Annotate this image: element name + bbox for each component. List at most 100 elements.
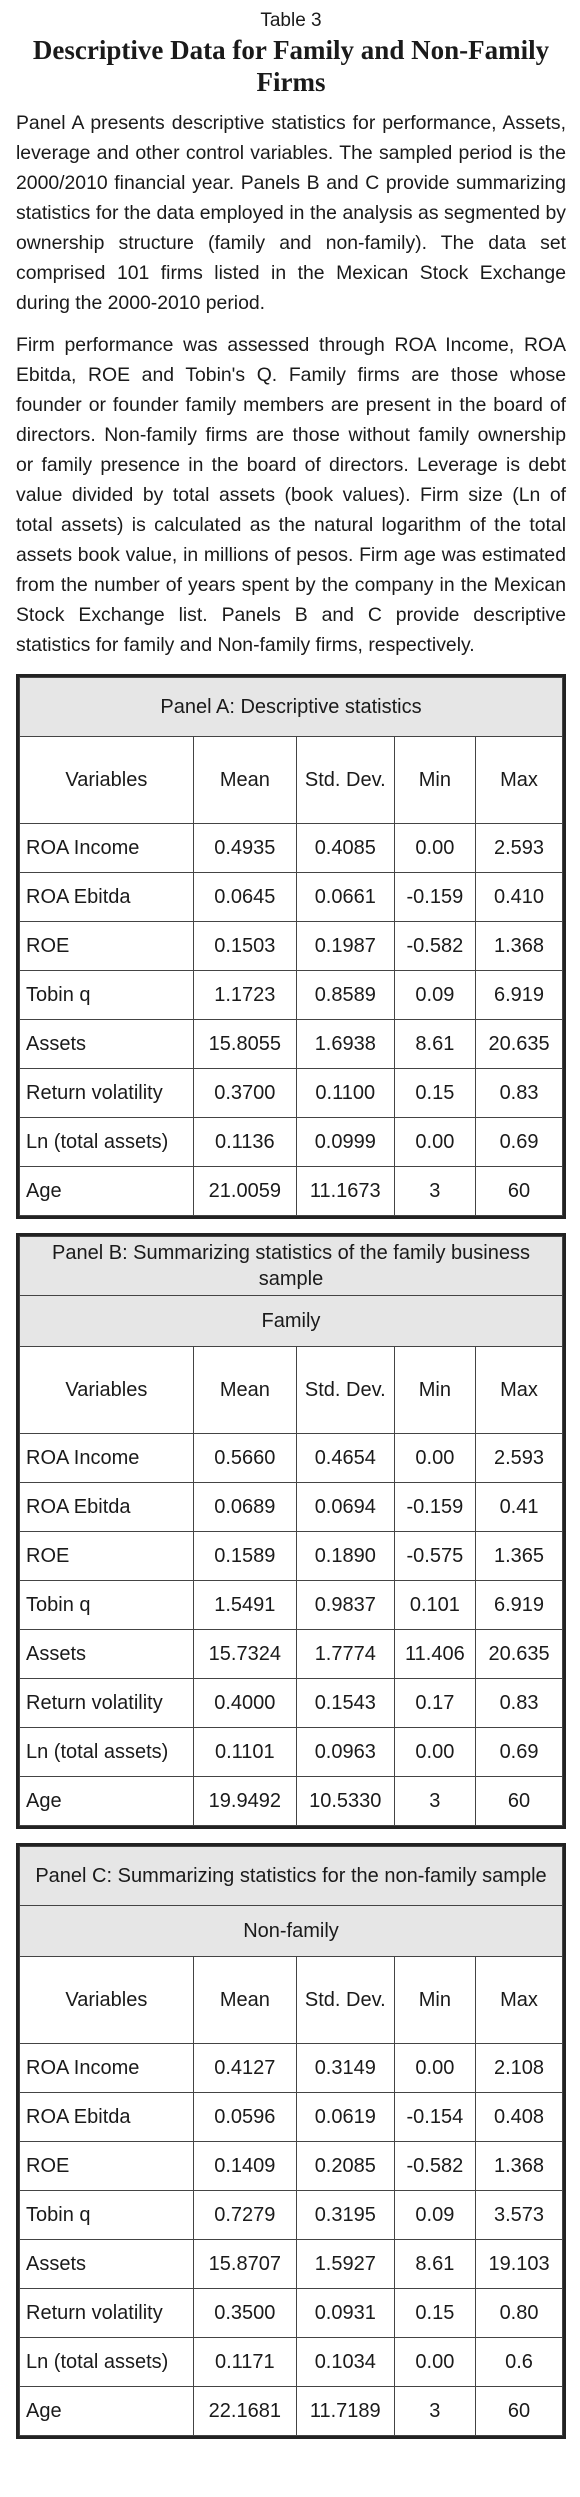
cell-value: 6.919 bbox=[475, 1580, 563, 1630]
cell-value: 60 bbox=[475, 2386, 563, 2436]
cell-value: 0.0963 bbox=[295, 1727, 395, 1777]
variable-name: ROA Ebitda bbox=[19, 872, 194, 922]
cell-value: 22.1681 bbox=[192, 2386, 297, 2436]
cell-value: 0.4000 bbox=[192, 1678, 297, 1728]
data-row: Return volatility 0.3500 0.0931 0.15 0.80 bbox=[19, 2288, 563, 2338]
cell-value: 0.1503 bbox=[192, 921, 297, 971]
cell-value: 0.2085 bbox=[295, 2141, 395, 2191]
data-row: ROA Income 0.4935 0.4085 0.00 2.593 bbox=[19, 823, 563, 873]
cell-value: 1.5491 bbox=[192, 1580, 297, 1630]
variable-name: ROA Income bbox=[19, 2043, 194, 2093]
cell-value: -0.159 bbox=[393, 1482, 477, 1532]
cell-value: 0.4127 bbox=[192, 2043, 297, 2093]
cell-value: 0.1589 bbox=[192, 1531, 297, 1581]
data-row: Ln (total assets) 0.1136 0.0999 0.00 0.69 bbox=[19, 1117, 563, 1167]
cell-value: 2.593 bbox=[475, 1433, 563, 1483]
cell-value: 15.8055 bbox=[192, 1019, 297, 1069]
data-row: Age 22.1681 11.7189 3 60 bbox=[19, 2386, 563, 2436]
variable-name: ROA Ebitda bbox=[19, 2092, 194, 2142]
panel: Panel B: Summarizing statistics of the f… bbox=[16, 1233, 566, 1829]
cell-value: 0.9837 bbox=[295, 1580, 395, 1630]
data-row: Tobin q 0.7279 0.3195 0.09 3.573 bbox=[19, 2190, 563, 2240]
cell-value: 15.8707 bbox=[192, 2239, 297, 2289]
panel: Panel C: Summarizing statistics for the … bbox=[16, 1843, 566, 2439]
cell-value: -0.575 bbox=[393, 1531, 477, 1581]
cell-value: 1.5927 bbox=[295, 2239, 395, 2289]
column-header: Max bbox=[475, 1346, 563, 1434]
cell-value: 0.15 bbox=[393, 2288, 477, 2338]
cell-value: 0.4085 bbox=[295, 823, 395, 873]
variable-name: Assets bbox=[19, 2239, 194, 2289]
cell-value: 0.410 bbox=[475, 872, 563, 922]
column-header: Max bbox=[475, 1956, 563, 2044]
data-row: ROA Income 0.4127 0.3149 0.00 2.108 bbox=[19, 2043, 563, 2093]
cell-value: 0.3700 bbox=[192, 1068, 297, 1118]
cell-value: 0.3500 bbox=[192, 2288, 297, 2338]
cell-value: 3 bbox=[393, 2386, 477, 2436]
cell-value: 0.0694 bbox=[295, 1482, 395, 1532]
paragraph: Firm performance was assessed through RO… bbox=[16, 334, 566, 656]
cell-value: 0.83 bbox=[475, 1678, 563, 1728]
column-header: Min bbox=[393, 736, 477, 824]
variable-name: Age bbox=[19, 1166, 194, 1216]
cell-value: 19.9492 bbox=[192, 1776, 297, 1826]
variable-name: ROE bbox=[19, 1531, 194, 1581]
data-row: Assets 15.8055 1.6938 8.61 20.635 bbox=[19, 1019, 563, 1069]
cell-value: 0.4654 bbox=[295, 1433, 395, 1483]
header-row: Variables Mean Std. Dev. Min Max bbox=[19, 736, 563, 824]
cell-value: 0.7279 bbox=[192, 2190, 297, 2240]
cell-value: 1.7774 bbox=[295, 1629, 395, 1679]
cell-value: 0.1890 bbox=[295, 1531, 395, 1581]
paragraph: Panel A presents descriptive statistics … bbox=[16, 112, 566, 314]
cell-value: 0.00 bbox=[393, 1433, 477, 1483]
cell-value: 0.8589 bbox=[295, 970, 395, 1020]
panel-title: Panel C: Summarizing statistics for the … bbox=[19, 1846, 563, 1906]
data-row: Ln (total assets) 0.1171 0.1034 0.00 0.6 bbox=[19, 2337, 563, 2387]
data-row: Return volatility 0.3700 0.1100 0.15 0.83 bbox=[19, 1068, 563, 1118]
cell-value: 0.00 bbox=[393, 2337, 477, 2387]
cell-value: 0.00 bbox=[393, 823, 477, 873]
cell-value: 0.09 bbox=[393, 970, 477, 1020]
panel-title: Panel A: Descriptive statistics bbox=[19, 677, 563, 737]
cell-value: 20.635 bbox=[475, 1019, 563, 1069]
cell-value: 60 bbox=[475, 1776, 563, 1826]
cell-value: 0.1543 bbox=[295, 1678, 395, 1728]
cell-value: 0.1034 bbox=[295, 2337, 395, 2387]
cell-value: 8.61 bbox=[393, 1019, 477, 1069]
data-row: Ln (total assets) 0.1101 0.0963 0.00 0.69 bbox=[19, 1727, 563, 1777]
column-header: Std. Dev. bbox=[295, 736, 395, 824]
panel-subtitle: Family bbox=[19, 1295, 563, 1347]
panel-title-row: Panel C: Summarizing statistics for the … bbox=[19, 1846, 563, 1906]
cell-value: 2.593 bbox=[475, 823, 563, 873]
cell-value: 0.0596 bbox=[192, 2092, 297, 2142]
cell-value: 0.5660 bbox=[192, 1433, 297, 1483]
cell-value: 0.1987 bbox=[295, 921, 395, 971]
data-row: Assets 15.8707 1.5927 8.61 19.103 bbox=[19, 2239, 563, 2289]
column-header: Mean bbox=[192, 1956, 297, 2044]
cell-value: 0.69 bbox=[475, 1117, 563, 1167]
cell-value: 0.83 bbox=[475, 1068, 563, 1118]
cell-value: 0.4935 bbox=[192, 823, 297, 873]
header-row: Variables Mean Std. Dev. Min Max bbox=[19, 1956, 563, 2044]
header-row: Variables Mean Std. Dev. Min Max bbox=[19, 1346, 563, 1434]
cell-value: 3 bbox=[393, 1776, 477, 1826]
cell-value: 11.406 bbox=[393, 1629, 477, 1679]
table-title: Descriptive Data for Family and Non-Fami… bbox=[32, 35, 550, 97]
cell-value: 0.101 bbox=[393, 1580, 477, 1630]
cell-value: 20.635 bbox=[475, 1629, 563, 1679]
variable-name: ROA Income bbox=[19, 1433, 194, 1483]
column-header: Std. Dev. bbox=[295, 1956, 395, 2044]
data-row: ROE 0.1409 0.2085 -0.582 1.368 bbox=[19, 2141, 563, 2191]
cell-value: 1.368 bbox=[475, 921, 563, 971]
data-row: Assets 15.7324 1.7774 11.406 20.635 bbox=[19, 1629, 563, 1679]
panel-title-row: Panel A: Descriptive statistics bbox=[19, 677, 563, 737]
column-header: Std. Dev. bbox=[295, 1346, 395, 1434]
cell-value: 8.61 bbox=[393, 2239, 477, 2289]
column-header: Variables bbox=[19, 1346, 194, 1434]
column-header: Mean bbox=[192, 736, 297, 824]
data-row: ROA Income 0.5660 0.4654 0.00 2.593 bbox=[19, 1433, 563, 1483]
cell-value: 0.09 bbox=[393, 2190, 477, 2240]
panel-subtitle-row: Family bbox=[19, 1295, 563, 1347]
column-header: Max bbox=[475, 736, 563, 824]
